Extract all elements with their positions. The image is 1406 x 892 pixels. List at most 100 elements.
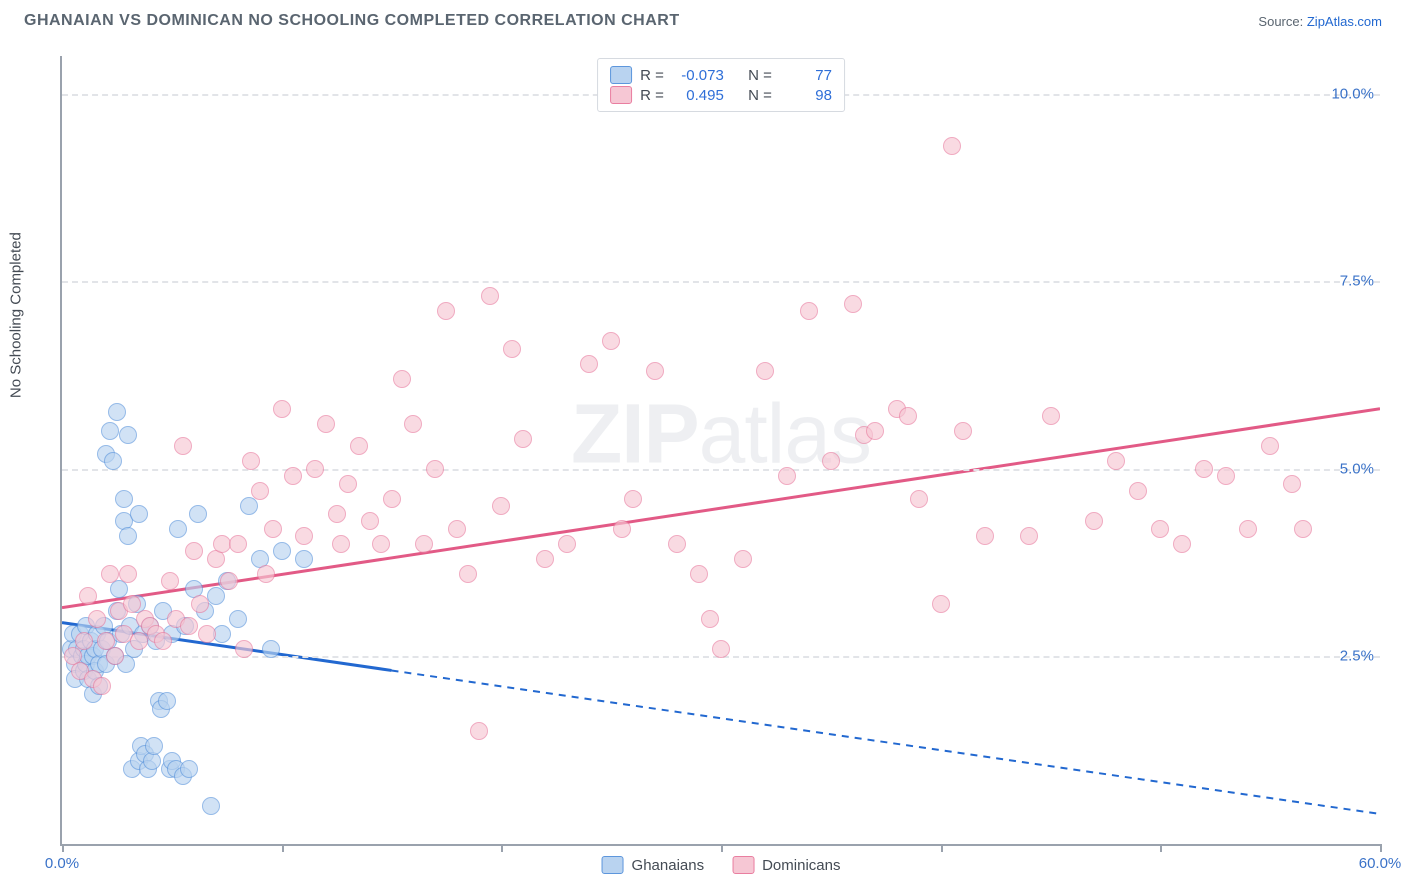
data-point: [734, 550, 752, 568]
data-point: [191, 595, 209, 613]
data-point: [108, 403, 126, 421]
data-point: [79, 587, 97, 605]
x-tick-label: 60.0%: [1359, 855, 1402, 872]
trend-lines: [62, 56, 1380, 844]
data-point: [198, 625, 216, 643]
y-tick-label: 10.0%: [1331, 85, 1374, 102]
x-tick-label: 0.0%: [45, 855, 79, 872]
data-point: [235, 640, 253, 658]
data-point: [393, 370, 411, 388]
data-point: [503, 340, 521, 358]
data-point: [284, 467, 302, 485]
data-point: [844, 295, 862, 313]
data-point: [262, 640, 280, 658]
data-point: [119, 426, 137, 444]
data-point: [976, 527, 994, 545]
y-tick-label: 2.5%: [1340, 648, 1374, 665]
chart-title: GHANAIAN VS DOMINICAN NO SCHOOLING COMPL…: [24, 12, 680, 30]
data-point: [536, 550, 554, 568]
x-tick: [282, 844, 284, 852]
data-point: [437, 302, 455, 320]
data-point: [332, 535, 350, 553]
source-link[interactable]: ZipAtlas.com: [1307, 14, 1382, 29]
data-point: [317, 415, 335, 433]
data-point: [701, 610, 719, 628]
data-point: [257, 565, 275, 583]
data-point: [481, 287, 499, 305]
data-point: [1042, 407, 1060, 425]
data-point: [242, 452, 260, 470]
legend-item-ghanaians: Ghanaians: [602, 856, 705, 874]
data-point: [180, 617, 198, 635]
data-point: [426, 460, 444, 478]
legend-row-dominicans: R = 0.495 N = 98: [610, 85, 832, 105]
data-point: [189, 505, 207, 523]
x-tick: [941, 844, 943, 852]
data-point: [372, 535, 390, 553]
data-point: [448, 520, 466, 538]
data-point: [213, 625, 231, 643]
data-point: [1195, 460, 1213, 478]
data-point: [295, 527, 313, 545]
data-point: [106, 647, 124, 665]
x-tick: [1160, 844, 1162, 852]
data-point: [1261, 437, 1279, 455]
data-point: [470, 722, 488, 740]
data-point: [154, 632, 172, 650]
data-point: [339, 475, 357, 493]
data-point: [273, 400, 291, 418]
y-axis-label: No Schooling Completed: [8, 232, 25, 398]
data-point: [88, 610, 106, 628]
data-point: [295, 550, 313, 568]
data-point: [161, 572, 179, 590]
legend-swatch-icon: [732, 856, 754, 874]
legend-row-ghanaians: R = -0.073 N = 77: [610, 65, 832, 85]
data-point: [93, 677, 111, 695]
data-point: [404, 415, 422, 433]
data-point: [350, 437, 368, 455]
data-point: [690, 565, 708, 583]
data-point: [1294, 520, 1312, 538]
data-point: [712, 640, 730, 658]
data-point: [229, 610, 247, 628]
data-point: [899, 407, 917, 425]
y-tick-label: 7.5%: [1340, 273, 1374, 290]
legend-stats: R = -0.073 N = 77 R = 0.495 N = 98: [597, 58, 845, 112]
legend-item-dominicans: Dominicans: [732, 856, 840, 874]
data-point: [1085, 512, 1103, 530]
chart-source: Source: ZipAtlas.com: [1258, 14, 1382, 29]
data-point: [101, 565, 119, 583]
data-point: [130, 505, 148, 523]
data-point: [115, 490, 133, 508]
data-point: [1173, 535, 1191, 553]
plot-area: ZIPatlas R = -0.073 N = 77 R = 0.495 N =…: [60, 56, 1380, 846]
data-point: [910, 490, 928, 508]
data-point: [361, 512, 379, 530]
legend-series: Ghanaians Dominicans: [602, 856, 841, 874]
data-point: [158, 692, 176, 710]
data-point: [229, 535, 247, 553]
data-point: [558, 535, 576, 553]
legend-swatch-dominicans: [610, 86, 632, 104]
data-point: [240, 497, 258, 515]
data-point: [273, 542, 291, 560]
data-point: [169, 520, 187, 538]
data-point: [932, 595, 950, 613]
data-point: [668, 535, 686, 553]
data-point: [207, 587, 225, 605]
data-point: [1107, 452, 1125, 470]
data-point: [383, 490, 401, 508]
data-point: [1239, 520, 1257, 538]
data-point: [1129, 482, 1147, 500]
data-point: [1020, 527, 1038, 545]
data-point: [180, 760, 198, 778]
data-point: [613, 520, 631, 538]
data-point: [185, 542, 203, 560]
data-point: [119, 565, 137, 583]
x-tick: [62, 844, 64, 852]
data-point: [514, 430, 532, 448]
data-point: [306, 460, 324, 478]
data-point: [415, 535, 433, 553]
data-point: [492, 497, 510, 515]
data-point: [202, 797, 220, 815]
